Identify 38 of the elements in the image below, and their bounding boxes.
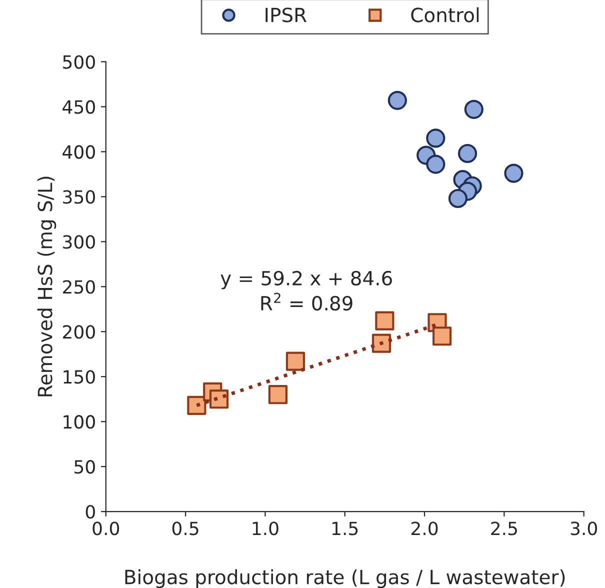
y-tick-label: 50 xyxy=(74,460,95,474)
y-tick-label: 150 xyxy=(64,370,95,384)
annotation: R$^{2}$ = 0.89 xyxy=(261,292,352,311)
x-tick-label: 1.5 xyxy=(332,522,358,536)
point xyxy=(458,144,478,164)
point xyxy=(432,326,452,346)
x-tick-label: 0.5 xyxy=(172,522,198,536)
y-axis-title: Removed HsS (mg S/L) xyxy=(37,176,56,396)
x-tick-label: 1.0 xyxy=(252,522,278,536)
legend-label: IPSR xyxy=(266,8,307,22)
x-tick-label: 2.0 xyxy=(411,522,438,536)
y-tick-label: 400 xyxy=(62,145,95,159)
point xyxy=(426,128,446,148)
legend-label: Control xyxy=(411,7,479,22)
y-tick-label: 350 xyxy=(63,190,95,204)
y-tick-label: 250 xyxy=(63,280,95,294)
y-tick-label: 100 xyxy=(64,415,95,429)
x-tick-label: 3.0 xyxy=(570,522,597,536)
x-axis-title: Biogas production rate (L gas / L wastewater) xyxy=(125,569,565,588)
point xyxy=(187,396,206,415)
y-tick-label: 200 xyxy=(63,325,95,339)
point xyxy=(268,385,288,404)
x-tick-label: 2.5 xyxy=(491,522,517,536)
point xyxy=(372,334,392,353)
point xyxy=(464,100,484,119)
x-tick-label: 0.0 xyxy=(92,522,120,536)
point xyxy=(286,352,306,371)
point xyxy=(209,390,229,409)
y-tick-label: 450 xyxy=(62,100,95,114)
y-tick-label: 0 xyxy=(86,505,95,519)
y-tick-label: 500 xyxy=(63,55,95,69)
point xyxy=(375,311,394,330)
point xyxy=(388,90,407,110)
annotation: y = 59.2 x + 84.6 xyxy=(220,270,392,290)
point xyxy=(504,164,524,183)
y-tick-label: 300 xyxy=(63,235,95,249)
point xyxy=(426,154,446,174)
point xyxy=(448,188,468,208)
